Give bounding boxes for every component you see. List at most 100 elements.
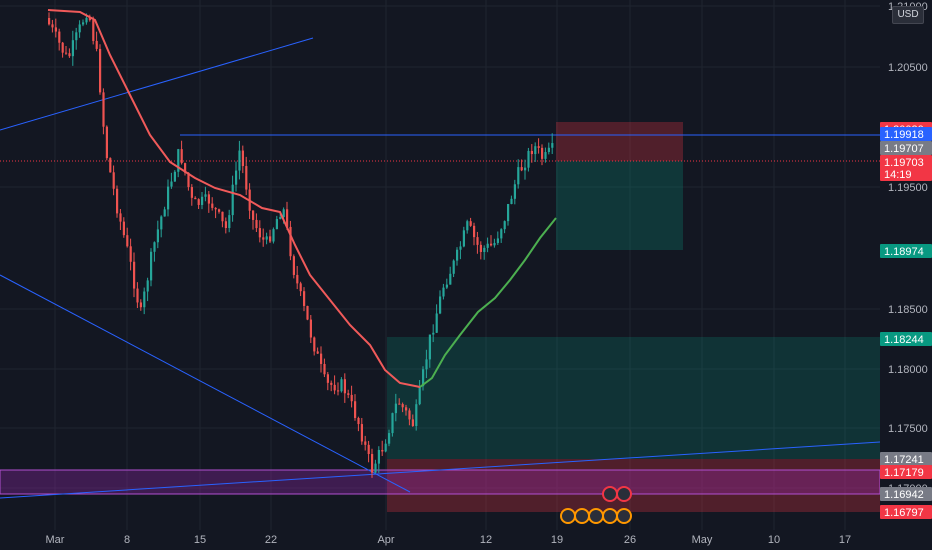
second-target-badge[interactable]: 1.18244 [880, 332, 932, 346]
zone-top-badge[interactable]: 1.17179 [880, 465, 932, 479]
candle[interactable] [422, 366, 425, 391]
currency-label[interactable]: USD [892, 6, 924, 24]
candle[interactable] [435, 304, 438, 333]
candle[interactable] [160, 215, 163, 238]
moving-average-red[interactable] [47, 9, 421, 388]
candle[interactable] [252, 209, 255, 230]
candle[interactable] [350, 385, 353, 408]
candle[interactable] [425, 349, 428, 379]
candle[interactable] [513, 179, 516, 205]
long-entry-badge[interactable]: 1.17241 [880, 452, 932, 466]
candle[interactable] [187, 172, 190, 191]
candle[interactable] [473, 222, 476, 246]
upper-trendline[interactable] [0, 37, 314, 131]
zone-bottom-badge[interactable]: 1.16797 [880, 505, 932, 519]
candle[interactable] [129, 238, 132, 271]
candle[interactable] [486, 237, 489, 253]
candle[interactable] [442, 283, 445, 300]
short-stop-zone[interactable] [556, 122, 683, 161]
candle[interactable] [411, 414, 414, 427]
candle[interactable] [381, 440, 384, 456]
first-target-badge[interactable]: 1.18974 [880, 244, 932, 258]
candle[interactable] [170, 172, 173, 189]
candle[interactable] [207, 190, 210, 213]
candle[interactable] [490, 235, 493, 247]
candle[interactable] [405, 404, 408, 416]
candle[interactable] [337, 382, 340, 396]
candle[interactable] [364, 435, 367, 451]
candle[interactable] [238, 140, 241, 180]
candle[interactable] [343, 373, 346, 403]
candle[interactable] [167, 179, 170, 217]
candle[interactable] [235, 161, 238, 192]
candle[interactable] [452, 259, 455, 278]
candle[interactable] [194, 196, 197, 200]
candle[interactable] [510, 195, 513, 205]
candle[interactable] [258, 220, 261, 243]
event-markers[interactable] [560, 486, 632, 524]
candle[interactable] [544, 147, 547, 163]
candle[interactable] [527, 147, 530, 172]
candle[interactable] [136, 282, 139, 309]
candle[interactable] [119, 208, 122, 230]
candle[interactable] [496, 231, 499, 245]
candle[interactable] [520, 159, 523, 172]
candle[interactable] [401, 402, 404, 413]
candle[interactable] [371, 448, 374, 478]
rising-trendline[interactable] [0, 441, 881, 499]
candle[interactable] [150, 248, 153, 287]
candle[interactable] [156, 220, 159, 249]
candle[interactable] [292, 254, 295, 279]
candle[interactable] [146, 277, 149, 302]
candle[interactable] [316, 347, 319, 354]
moving-average-green[interactable] [419, 217, 557, 388]
candle[interactable] [408, 408, 411, 426]
candle[interactable] [122, 217, 125, 238]
candle[interactable] [116, 185, 119, 218]
candle[interactable] [296, 266, 299, 290]
candle[interactable] [112, 165, 115, 196]
candle[interactable] [377, 446, 380, 473]
candle[interactable] [255, 213, 258, 232]
candle[interactable] [214, 207, 217, 219]
candle[interactable] [503, 220, 506, 234]
candle[interactable] [541, 144, 544, 166]
candle[interactable] [163, 206, 166, 217]
candle[interactable] [340, 377, 343, 393]
support-zone[interactable] [0, 469, 881, 495]
candle[interactable] [500, 228, 503, 243]
candle[interactable] [398, 398, 401, 405]
candle[interactable] [323, 358, 326, 378]
candle[interactable] [177, 148, 180, 178]
candle[interactable] [102, 88, 105, 135]
candle[interactable] [309, 314, 312, 344]
candle[interactable] [51, 19, 54, 33]
event-marker[interactable] [602, 508, 618, 524]
candle[interactable] [197, 198, 200, 210]
candle[interactable] [54, 18, 57, 38]
candle[interactable] [218, 208, 221, 214]
event-marker[interactable] [616, 486, 632, 502]
candle[interactable] [275, 215, 278, 230]
candle[interactable] [95, 31, 98, 52]
candle[interactable] [483, 245, 486, 260]
candle[interactable] [184, 162, 187, 176]
candle[interactable] [75, 27, 78, 50]
candle[interactable] [517, 159, 520, 189]
candle[interactable] [347, 389, 350, 399]
candle[interactable] [333, 375, 336, 395]
time-axis[interactable] [0, 530, 880, 550]
candle[interactable] [143, 287, 146, 315]
candle[interactable] [524, 159, 527, 180]
candle[interactable] [139, 299, 142, 311]
candle[interactable] [537, 138, 540, 154]
entry-level-badge[interactable]: 1.19707 [880, 141, 932, 155]
candle[interactable] [313, 336, 316, 356]
candle[interactable] [354, 394, 357, 421]
event-marker[interactable] [560, 508, 576, 524]
long-target-zone[interactable] [387, 337, 880, 459]
candle[interactable] [303, 287, 306, 312]
candle[interactable] [388, 429, 391, 447]
